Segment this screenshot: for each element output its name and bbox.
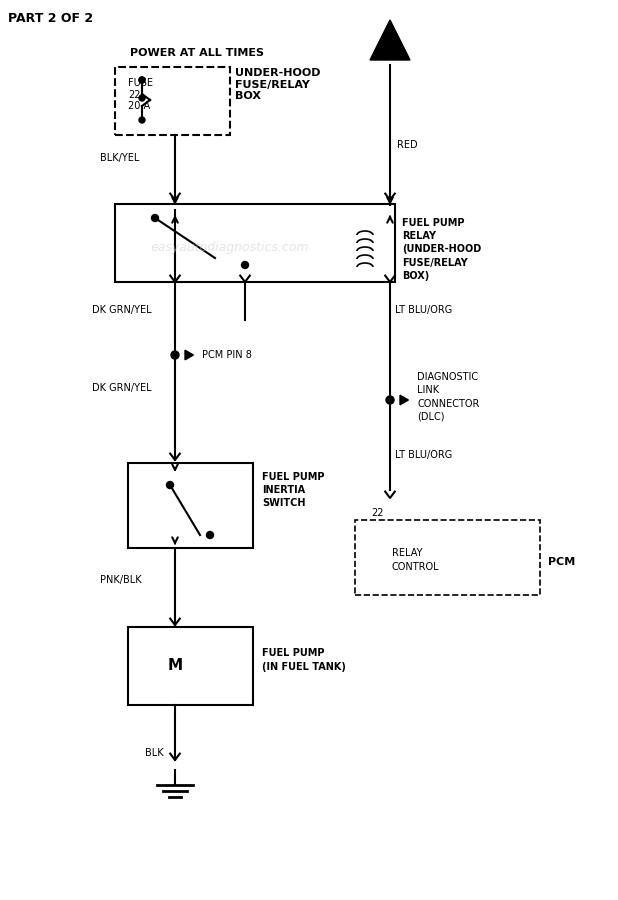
FancyBboxPatch shape: [128, 627, 253, 705]
Text: RELAY
CONTROL: RELAY CONTROL: [392, 548, 439, 572]
Circle shape: [139, 77, 145, 83]
Text: A: A: [384, 40, 396, 56]
Text: DIAGNOSTIC
LINK
CONNECTOR
(DLC): DIAGNOSTIC LINK CONNECTOR (DLC): [417, 373, 480, 422]
FancyBboxPatch shape: [115, 67, 230, 135]
Text: FUEL PUMP
(IN FUEL TANK): FUEL PUMP (IN FUEL TANK): [262, 648, 346, 672]
Text: DK GRN/YEL: DK GRN/YEL: [92, 305, 151, 315]
Polygon shape: [185, 350, 193, 360]
Text: M: M: [167, 659, 182, 673]
Text: PART 2 OF 2: PART 2 OF 2: [8, 12, 93, 25]
Text: FUSE
22
20 A: FUSE 22 20 A: [128, 78, 153, 112]
Text: BLK/YEL: BLK/YEL: [100, 153, 140, 163]
Text: LT BLU/ORG: LT BLU/ORG: [395, 450, 452, 460]
Circle shape: [139, 117, 145, 123]
Text: FUEL PUMP
INERTIA
SWITCH: FUEL PUMP INERTIA SWITCH: [262, 472, 324, 508]
Text: POWER AT ALL TIMES: POWER AT ALL TIMES: [130, 48, 264, 58]
Text: 22: 22: [372, 508, 384, 518]
Text: FUEL PUMP
RELAY
(UNDER-HOOD
FUSE/RELAY
BOX): FUEL PUMP RELAY (UNDER-HOOD FUSE/RELAY B…: [402, 218, 481, 281]
Text: easyautodiagnostics.com: easyautodiagnostics.com: [151, 241, 309, 255]
Text: RED: RED: [397, 140, 418, 150]
Circle shape: [206, 532, 213, 538]
FancyBboxPatch shape: [355, 520, 540, 595]
Circle shape: [386, 396, 394, 404]
Circle shape: [139, 95, 145, 101]
Polygon shape: [370, 20, 410, 60]
Circle shape: [166, 482, 174, 489]
Circle shape: [242, 262, 248, 268]
Circle shape: [139, 77, 145, 83]
Polygon shape: [400, 395, 408, 405]
Circle shape: [171, 351, 179, 359]
Text: PNK/BLK: PNK/BLK: [100, 575, 142, 585]
Text: UNDER-HOOD
FUSE/RELAY
BOX: UNDER-HOOD FUSE/RELAY BOX: [235, 68, 321, 101]
Text: BLK: BLK: [145, 748, 164, 758]
Text: LT BLU/ORG: LT BLU/ORG: [395, 305, 452, 315]
Text: DK GRN/YEL: DK GRN/YEL: [92, 383, 151, 393]
Circle shape: [151, 214, 158, 221]
FancyBboxPatch shape: [115, 204, 395, 282]
Circle shape: [153, 644, 197, 688]
Text: PCM: PCM: [548, 557, 575, 567]
Text: PCM PIN 8: PCM PIN 8: [202, 350, 252, 360]
FancyBboxPatch shape: [128, 463, 253, 548]
